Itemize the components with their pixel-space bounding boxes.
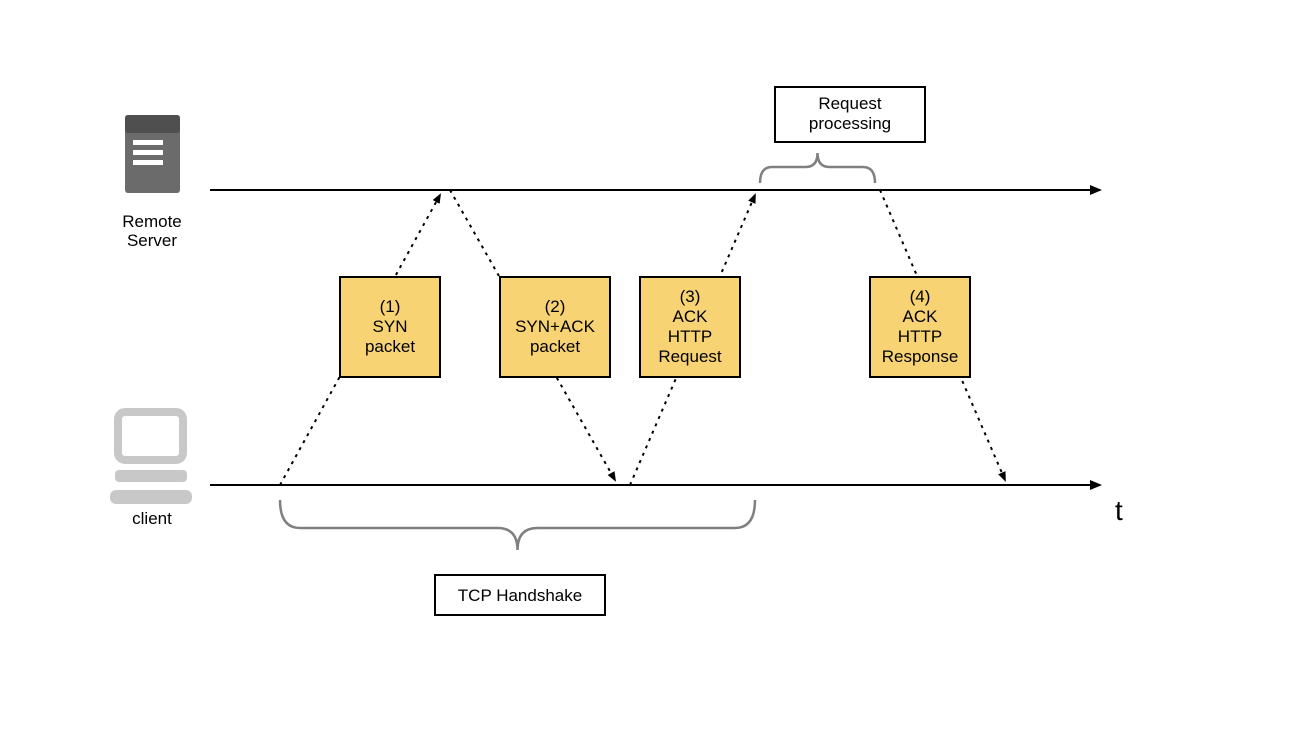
packet-box-2: (2)SYN+ACKpacket xyxy=(500,277,610,377)
packet-box-1: (1)SYNpacket xyxy=(340,277,440,377)
server-icon xyxy=(125,115,180,193)
request-processing-group: Request processing xyxy=(760,87,925,183)
packet-3-line-3: HTTP xyxy=(668,327,712,346)
client-label: client xyxy=(132,509,172,528)
request-processing-brace xyxy=(760,153,875,183)
packet-1-line-3: packet xyxy=(365,337,415,356)
tcp-handshake-label: TCP Handshake xyxy=(458,586,582,605)
packet-1-line-2: SYN xyxy=(373,317,408,336)
packet-2-line-1: (2) xyxy=(545,297,566,316)
time-axis-label: t xyxy=(1115,495,1123,526)
server-label-2: Server xyxy=(127,231,177,250)
packet-4-line-1: (4) xyxy=(910,287,931,306)
request-processing-label-2: processing xyxy=(809,114,891,133)
packet-box-4: (4)ACKHTTPResponse xyxy=(870,277,970,377)
client-icon xyxy=(110,412,192,504)
packet-3-line-1: (3) xyxy=(680,287,701,306)
packet-4-line-3: HTTP xyxy=(898,327,942,346)
server-label-1: Remote xyxy=(122,212,182,231)
packet-boxes: (1)SYNpacket(2)SYN+ACKpacket(3)ACKHTTPRe… xyxy=(340,277,970,377)
tcp-handshake-brace xyxy=(280,500,755,550)
packet-2-line-2: SYN+ACK xyxy=(515,317,595,336)
packet-3-line-4: Request xyxy=(658,347,722,366)
packet-4-line-4: Response xyxy=(882,347,959,366)
packet-2-line-3: packet xyxy=(530,337,580,356)
request-processing-label-1: Request xyxy=(818,94,882,113)
packet-1-line-1: (1) xyxy=(380,297,401,316)
packet-3-line-2: ACK xyxy=(673,307,709,326)
packet-4-line-2: ACK xyxy=(903,307,939,326)
tcp-handshake-group: TCP Handshake xyxy=(280,500,755,615)
packet-box-3: (3)ACKHTTPRequest xyxy=(640,277,740,377)
sequence-diagram: Remote Server client t (1)SYNpacket(2)SY… xyxy=(0,0,1300,737)
